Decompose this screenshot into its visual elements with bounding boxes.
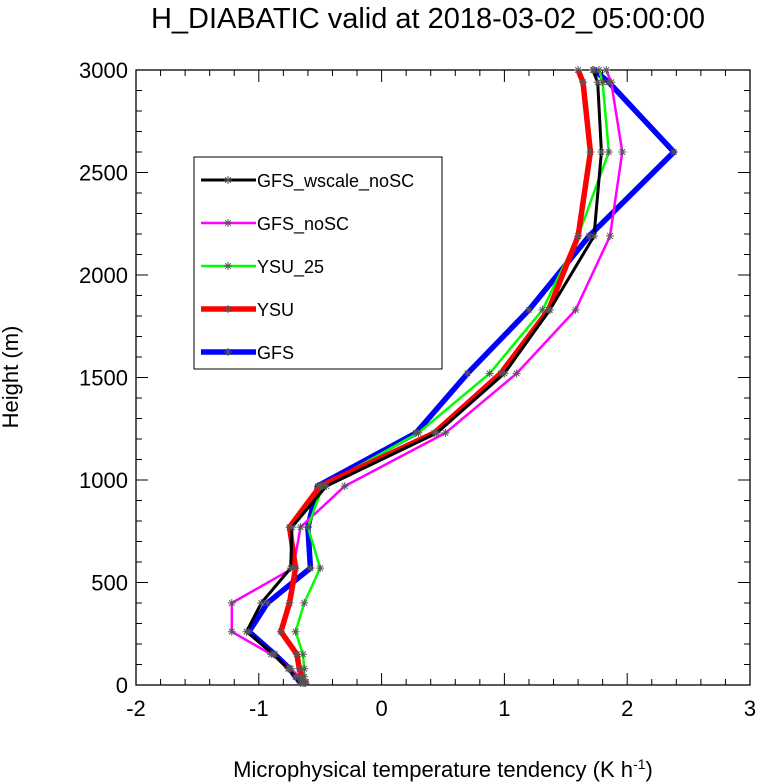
- y-tick-label: 0: [116, 673, 128, 698]
- data-point: [588, 66, 597, 74]
- data-point: [295, 664, 304, 673]
- data-point: [500, 369, 509, 378]
- data-point: [545, 305, 554, 314]
- data-point: [414, 428, 423, 437]
- data-point: [340, 482, 349, 491]
- legend-label: YSU: [257, 300, 294, 320]
- data-point: [285, 599, 294, 607]
- x-tick-labels: -2 -1 0 1 2 3: [126, 696, 756, 721]
- x-tick-label: 2: [621, 696, 633, 721]
- data-point: [618, 148, 627, 156]
- data-point: [292, 650, 301, 659]
- data-point: [571, 305, 580, 314]
- y-tick-labels: 0 500 1000 1500 2000 2500 3000: [79, 58, 128, 698]
- x-tick-label: 0: [375, 696, 387, 721]
- data-point: [257, 599, 266, 607]
- data-point: [291, 564, 300, 573]
- data-point: [269, 650, 278, 659]
- data-point: [300, 599, 309, 607]
- legend-box: [193, 156, 443, 370]
- data-point: [574, 232, 583, 241]
- data-point: [286, 564, 295, 573]
- data-point: [606, 232, 615, 241]
- data-point: [316, 564, 325, 573]
- x-tick-label: -1: [249, 696, 269, 721]
- data-point: [303, 523, 312, 532]
- data-point: [296, 678, 305, 687]
- x-axis-label-superscript: -1: [633, 756, 646, 772]
- data-point: [300, 664, 309, 673]
- data-point: [463, 369, 472, 378]
- legend-marker: [224, 176, 232, 184]
- data-point: [669, 148, 678, 156]
- legend: GFS_wscale_noSC GFS_noSC YSU_25 YSU GFS: [193, 156, 443, 370]
- data-point: [316, 482, 325, 491]
- x-axis-label-suffix: ): [645, 757, 652, 782]
- legend-marker: [224, 348, 232, 356]
- series-line-ysu-25: [294, 69, 611, 683]
- data-point: [242, 627, 251, 636]
- y-tick-label: 2500: [79, 161, 128, 186]
- y-axis-label: Height (m): [0, 326, 23, 429]
- data-point: [276, 627, 285, 636]
- data-point: [287, 523, 296, 532]
- legend-label: GFS: [257, 343, 294, 363]
- chart-title: H_DIABATIC valid at 2018-03-02_05:00:00: [151, 3, 705, 35]
- x-axis-label: Microphysical temperature tendency (K h-…: [233, 756, 653, 782]
- data-point: [284, 664, 293, 673]
- x-tick-label: -2: [126, 696, 146, 721]
- data-point: [604, 148, 613, 156]
- data-point: [538, 305, 547, 314]
- data-point: [607, 78, 616, 87]
- data-point: [322, 482, 331, 491]
- data-point: [578, 78, 587, 87]
- data-point: [306, 564, 315, 573]
- data-point: [597, 148, 606, 156]
- data-point: [524, 305, 533, 314]
- series-line-gfs-wscale-nosc: [245, 69, 603, 684]
- y-tick-label: 500: [91, 571, 128, 596]
- y-tick-label: 2000: [79, 263, 128, 288]
- data-point: [263, 599, 272, 607]
- data-point: [602, 66, 611, 74]
- data-point: [586, 148, 595, 156]
- data-point: [227, 627, 236, 636]
- legend-marker: [224, 305, 232, 313]
- data-point: [593, 78, 602, 87]
- data-point: [590, 232, 599, 241]
- y-tick-label: 3000: [79, 58, 128, 83]
- data-point: [296, 523, 305, 532]
- legend-label: GFS_noSC: [257, 214, 349, 235]
- data-point: [485, 369, 494, 378]
- data-point: [441, 428, 450, 437]
- legend-label: YSU_25: [257, 257, 324, 278]
- data-point: [227, 599, 236, 607]
- legend-marker: [224, 219, 232, 227]
- data-point: [574, 66, 583, 74]
- x-tick-label: 1: [498, 696, 510, 721]
- data-point: [585, 232, 594, 241]
- data-point: [598, 78, 607, 87]
- data-point: [291, 672, 300, 681]
- legend-label: GFS_wscale_noSC: [257, 171, 414, 192]
- y-tick-label: 1000: [79, 468, 128, 493]
- y-tick-label: 1500: [79, 366, 128, 391]
- data-point: [291, 627, 300, 636]
- data-point: [594, 66, 603, 74]
- data-point: [432, 428, 441, 437]
- x-tick-label: 3: [744, 696, 756, 721]
- series-line-ysu: [278, 68, 594, 684]
- axis-ticks: [135, 69, 751, 686]
- data-point: [512, 369, 521, 378]
- legend-marker: [224, 262, 232, 270]
- data-point: [297, 672, 306, 681]
- series-layer: [227, 66, 678, 687]
- data-point: [299, 650, 308, 659]
